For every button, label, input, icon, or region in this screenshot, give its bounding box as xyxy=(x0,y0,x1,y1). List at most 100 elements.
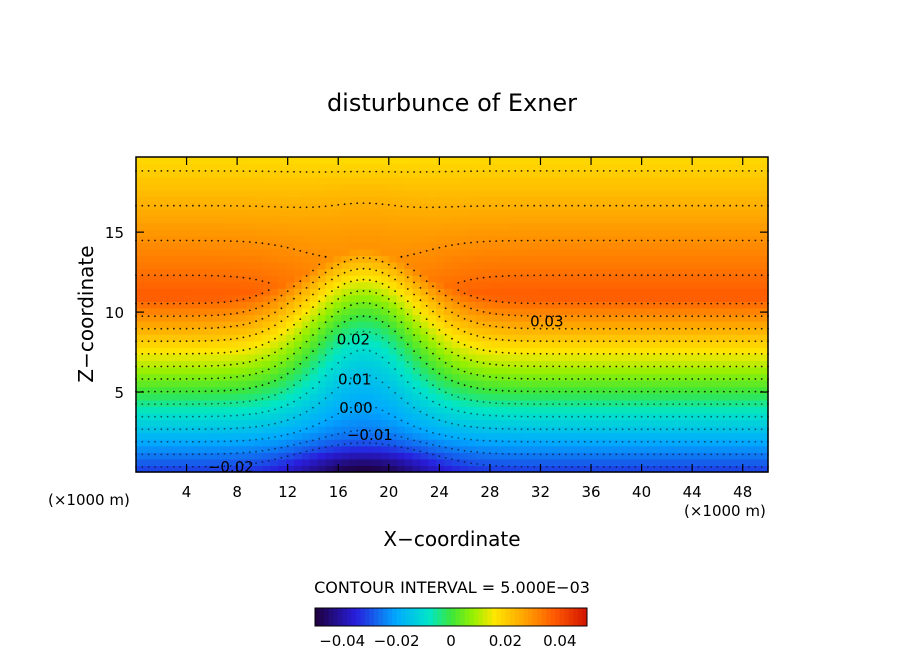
contour-point xyxy=(489,376,491,378)
field-cell xyxy=(562,216,572,224)
field-cell xyxy=(578,189,587,197)
field-cell xyxy=(712,157,722,165)
field-cell xyxy=(720,432,730,440)
field-cell xyxy=(523,235,532,243)
field-cell xyxy=(523,170,532,178)
field-cell xyxy=(546,163,556,171)
field-cell xyxy=(641,347,651,355)
field-cell xyxy=(720,367,730,375)
field-cell xyxy=(610,458,619,467)
field-cell xyxy=(507,367,516,375)
field-cell xyxy=(554,353,564,362)
contour-point xyxy=(267,341,270,343)
field-cell xyxy=(562,399,572,407)
contour-point xyxy=(577,340,580,343)
contour-point xyxy=(274,408,276,411)
contour-point xyxy=(438,170,441,173)
field-cell xyxy=(696,406,706,414)
field-cell xyxy=(673,209,682,217)
field-cell xyxy=(167,327,177,335)
field-cell xyxy=(641,216,651,224)
contour-point xyxy=(293,416,295,419)
field-cell xyxy=(294,248,303,257)
field-cell xyxy=(696,393,706,401)
field-cell xyxy=(499,268,508,276)
field-cell xyxy=(689,327,698,335)
field-cell xyxy=(341,157,350,165)
field-cell xyxy=(444,360,453,368)
field-cell xyxy=(444,248,453,257)
field-cell xyxy=(238,157,248,165)
field-cell xyxy=(365,170,374,178)
field-cell xyxy=(428,268,437,276)
field-cell xyxy=(610,229,619,237)
contour-point xyxy=(198,365,201,368)
field-cell xyxy=(617,353,627,362)
contour-point xyxy=(533,378,536,380)
field-cell xyxy=(191,248,200,257)
field-cell xyxy=(499,347,508,355)
contour-point xyxy=(368,374,371,377)
field-cell xyxy=(396,360,406,368)
field-cell xyxy=(238,183,248,191)
field-cell xyxy=(238,242,248,250)
field-cell xyxy=(744,294,753,302)
field-cell xyxy=(143,242,153,250)
field-cell xyxy=(412,452,421,460)
field-cell xyxy=(278,327,287,335)
contour-point xyxy=(425,430,428,432)
contour-point xyxy=(526,440,529,443)
contour-point xyxy=(659,365,662,368)
field-cell xyxy=(578,334,587,342)
field-cell xyxy=(641,242,651,250)
contour-point xyxy=(413,319,415,322)
field-cell xyxy=(254,301,263,309)
field-cell xyxy=(270,163,279,171)
field-cell xyxy=(681,163,690,171)
field-cell xyxy=(404,373,414,381)
field-cell xyxy=(262,458,271,467)
field-cell xyxy=(199,176,208,184)
field-cell xyxy=(586,373,595,381)
field-cell xyxy=(625,262,635,270)
field-cell xyxy=(333,209,342,217)
field-cell xyxy=(459,347,469,355)
field-cell xyxy=(404,432,414,440)
field-cell xyxy=(602,393,611,401)
field-cell xyxy=(286,399,295,407)
field-cell xyxy=(594,445,603,453)
field-cell xyxy=(365,157,374,165)
field-cell xyxy=(333,452,342,460)
field-cell xyxy=(207,281,216,289)
field-cell xyxy=(341,347,350,355)
contour-point xyxy=(261,449,264,452)
contour-point xyxy=(678,365,681,368)
field-cell xyxy=(254,399,263,407)
field-cell xyxy=(246,268,256,276)
field-cell xyxy=(151,255,161,263)
field-cell xyxy=(215,380,224,388)
field-cell xyxy=(475,294,485,302)
field-cell xyxy=(428,235,437,243)
field-cell xyxy=(246,275,256,283)
field-cell xyxy=(436,380,445,388)
field-cell xyxy=(752,281,761,289)
field-cell xyxy=(610,281,619,289)
contour-point xyxy=(577,466,580,468)
field-cell xyxy=(270,288,279,296)
field-cell xyxy=(420,202,429,211)
field-cell xyxy=(309,314,319,322)
field-cell xyxy=(586,183,595,191)
contour-point xyxy=(489,170,491,172)
field-cell xyxy=(365,183,374,191)
field-cell xyxy=(294,196,303,204)
field-cell xyxy=(420,314,429,322)
field-cell xyxy=(452,176,461,184)
field-cell xyxy=(404,360,414,368)
field-cell xyxy=(641,432,651,440)
field-cell xyxy=(317,406,327,414)
field-cell xyxy=(191,170,200,178)
field-cell xyxy=(586,340,595,348)
field-cell xyxy=(720,373,730,381)
field-cell xyxy=(278,163,287,171)
